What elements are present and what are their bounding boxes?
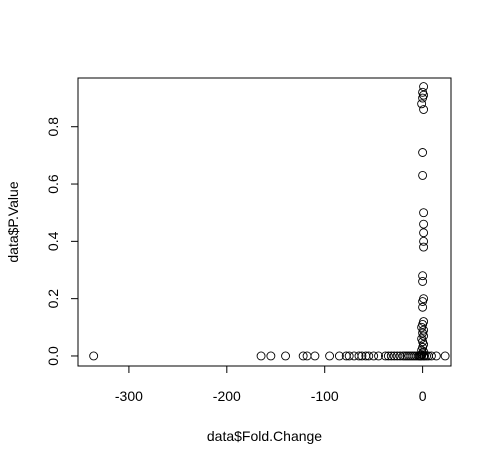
data-point <box>426 351 436 361</box>
y-tick-label: 0.6 <box>45 174 61 194</box>
data-point <box>344 351 354 361</box>
x-tick-label: -300 <box>115 388 143 404</box>
data-point <box>389 351 399 361</box>
data-point <box>256 351 266 361</box>
data-points <box>89 82 450 361</box>
data-point <box>431 351 441 361</box>
x-axis: -300 -200 -100 0 <box>115 365 427 404</box>
data-point <box>383 351 393 361</box>
data-point <box>419 317 429 327</box>
data-point <box>386 351 396 361</box>
data-point <box>419 82 429 92</box>
data-point <box>418 277 428 286</box>
data-point <box>419 219 429 229</box>
data-point <box>419 325 429 335</box>
data-point <box>357 351 367 361</box>
data-point <box>410 351 420 361</box>
data-point <box>369 351 379 361</box>
x-tick-label: -100 <box>311 388 339 404</box>
y-tick-label: 0.0 <box>45 346 61 366</box>
data-point <box>364 351 374 361</box>
y-tick-label: 0.4 <box>45 231 61 251</box>
x-tick-label: -200 <box>213 388 241 404</box>
data-point <box>349 351 359 361</box>
data-point <box>417 350 427 359</box>
data-point <box>419 105 429 114</box>
data-point <box>334 351 344 361</box>
data-point <box>395 351 405 361</box>
data-point <box>418 271 428 281</box>
data-point <box>325 351 335 361</box>
data-point <box>419 242 429 252</box>
y-tick-label: 0.2 <box>45 289 61 309</box>
data-point <box>418 87 428 97</box>
data-point <box>418 148 428 157</box>
data-point <box>354 351 364 361</box>
data-point <box>298 351 308 361</box>
y-axis: 0.0 0.2 0.4 0.6 0.8 <box>45 117 79 366</box>
data-point <box>310 351 320 361</box>
data-point <box>419 294 429 304</box>
data-point <box>266 351 276 361</box>
data-point <box>418 302 428 312</box>
data-point <box>418 170 428 180</box>
x-axis-title: data$Fold.Change <box>207 428 322 444</box>
data-point <box>89 351 99 361</box>
data-point <box>440 351 450 361</box>
y-tick-label: 0.8 <box>45 117 61 137</box>
x-tick-label: 0 <box>419 388 427 404</box>
data-point <box>380 351 390 361</box>
data-point <box>281 351 290 361</box>
data-point <box>419 236 429 246</box>
data-point <box>374 351 384 361</box>
data-point <box>419 347 429 357</box>
data-point <box>417 99 427 109</box>
y-axis-title: data$P.Value <box>5 181 21 262</box>
plot-frame <box>77 77 452 367</box>
data-point <box>419 208 429 218</box>
data-point <box>419 228 429 238</box>
data-point <box>417 334 427 344</box>
